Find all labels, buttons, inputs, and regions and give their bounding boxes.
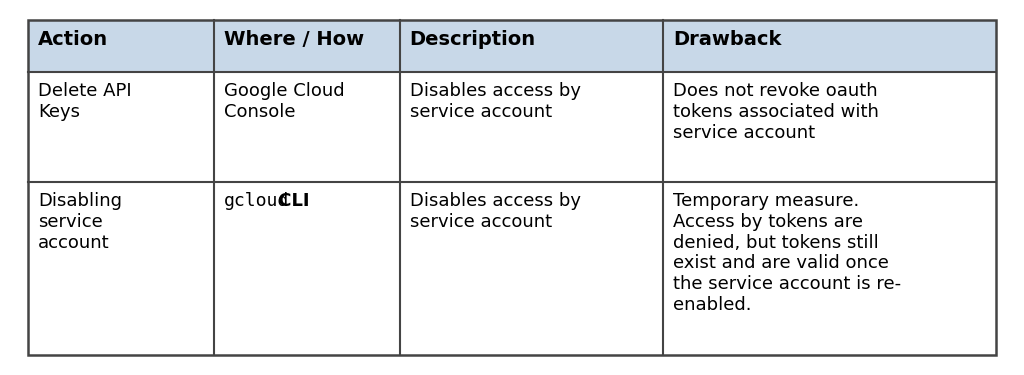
Bar — [28, 72, 996, 182]
Bar — [28, 182, 996, 347]
Text: Action: Action — [38, 30, 109, 49]
Text: gcloud: gcloud — [224, 192, 289, 210]
Text: Temporary measure.
Access by tokens are
denied, but tokens still
exist and are v: Temporary measure. Access by tokens are … — [673, 192, 901, 314]
Text: Disables access by
service account: Disables access by service account — [410, 192, 581, 231]
Text: Where / How: Where / How — [224, 30, 364, 49]
Text: Google Cloud
Console: Google Cloud Console — [224, 82, 344, 121]
Text: CLI: CLI — [272, 192, 309, 210]
Text: Disables access by
service account: Disables access by service account — [410, 82, 581, 121]
Text: Description: Description — [410, 30, 536, 49]
Text: Disabling
service
account: Disabling service account — [38, 192, 122, 252]
Text: Drawback: Drawback — [673, 30, 781, 49]
Bar — [28, 20, 996, 72]
Bar — [28, 20, 996, 355]
Text: Delete API
Keys: Delete API Keys — [38, 82, 132, 121]
Text: Does not revoke oauth
tokens associated with
service account: Does not revoke oauth tokens associated … — [673, 82, 879, 142]
